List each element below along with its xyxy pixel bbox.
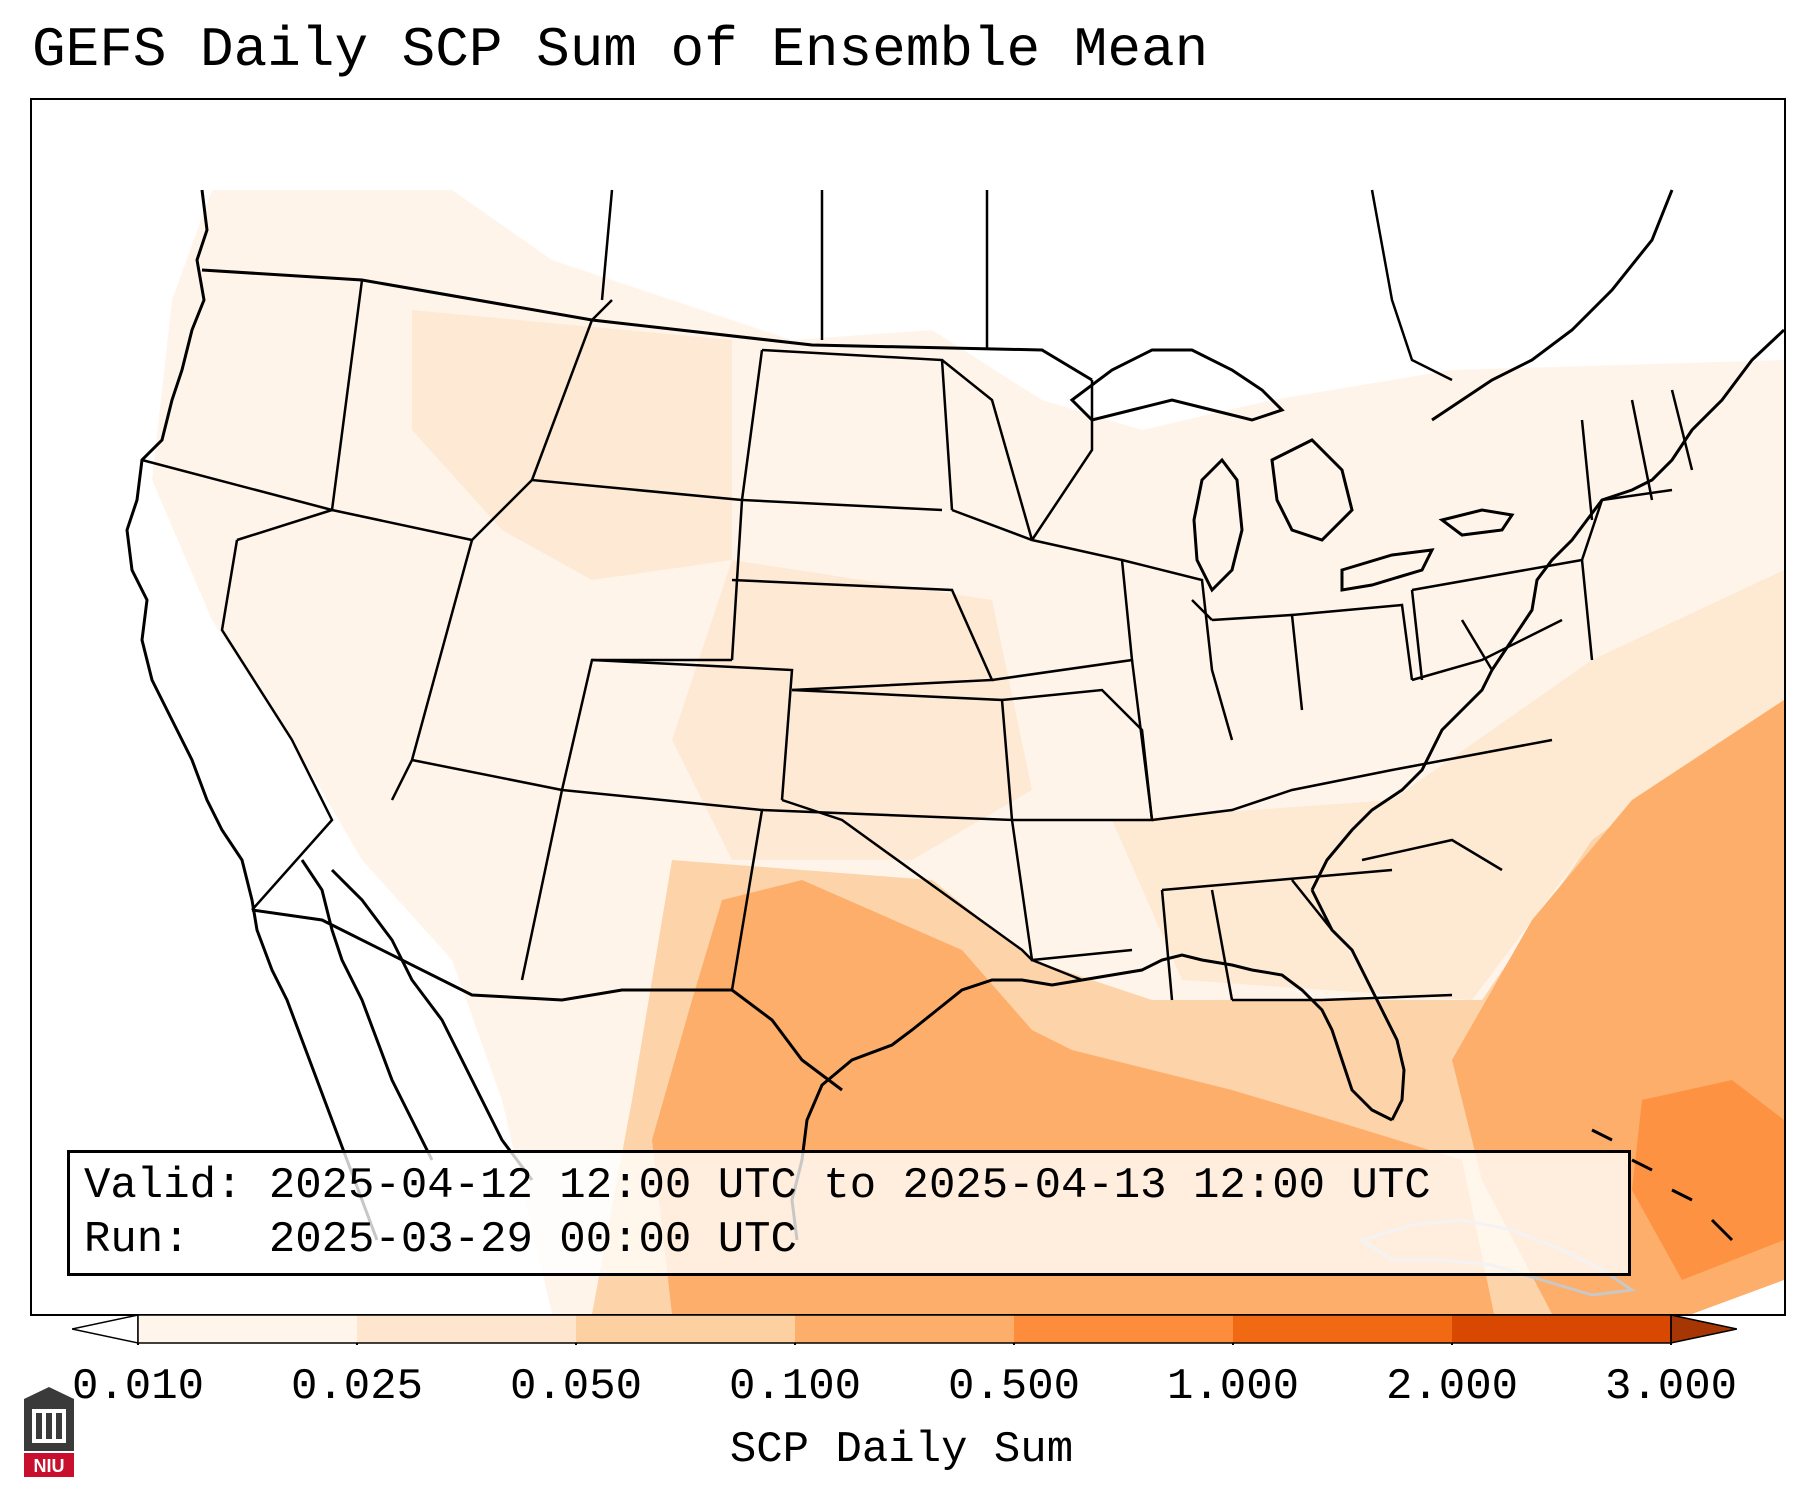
light-shading-northwest [412, 310, 732, 580]
run-line: Run: 2025-03-29 00:00 UTC [84, 1215, 797, 1265]
state-border [1361, 838, 1503, 872]
colorbar-tick-label: 3.000 [1604, 1362, 1738, 1412]
light-shading-southeast [1112, 570, 1784, 1000]
colorbar-segment [795, 1315, 1015, 1343]
scp-map [125, 189, 1784, 1314]
mexico-west-coastline [330, 868, 534, 1181]
state-border [1121, 558, 1234, 741]
state-borders [141, 279, 1694, 1002]
map-title: GEFS Daily SCP Sum of Ensemble Mean [32, 18, 1209, 82]
colorbar-tick-label: 0.010 [71, 1362, 205, 1412]
state-border [1411, 618, 1563, 682]
colorbar [72, 1314, 1737, 1345]
run-label: Run: [84, 1215, 190, 1265]
state-border [1291, 879, 1333, 931]
valid-run-info-box: Valid: 2025-04-12 12:00 UTC to 2025-04-1… [67, 1150, 1631, 1276]
state-border [1210, 889, 1234, 1001]
logo-text: NIU [34, 1456, 65, 1476]
state-border [1460, 619, 1494, 671]
state-border [1291, 603, 1414, 681]
state-border [1410, 589, 1424, 681]
us-mexico-border [251, 908, 843, 1092]
colorbar-segment [576, 1315, 796, 1343]
colorbar-tick-label: 0.050 [509, 1362, 643, 1412]
state-border [1160, 889, 1174, 1001]
state-border [1580, 419, 1594, 521]
lake-erie [1340, 548, 1435, 592]
colorbar-tick-label: 0.100 [728, 1362, 862, 1412]
colorbar-tick-label: 1.000 [1166, 1362, 1300, 1412]
colorbar-segment [1452, 1315, 1672, 1343]
colorbar-min-extension [72, 1314, 139, 1344]
lake-ontario [1438, 508, 1515, 537]
colorbar-label: SCP Daily Sum [729, 1425, 1074, 1475]
northeast-coastline [1431, 189, 1674, 422]
us-canada-border [201, 268, 1093, 382]
colorbar-segment [1014, 1315, 1234, 1343]
east-coastline [1310, 328, 1784, 891]
colorbar-tick-label: 0.025 [290, 1362, 424, 1412]
lake-huron [1270, 438, 1354, 542]
state-border [781, 798, 1033, 961]
state-border [591, 658, 794, 801]
coastlines [125, 189, 1784, 1297]
strong-shading-caribbean [1632, 1080, 1784, 1280]
bahamas-islands [1591, 1128, 1734, 1242]
state-border [1630, 399, 1654, 501]
state-border [740, 349, 943, 512]
colorbar-outline [137, 1314, 1672, 1344]
baja-coastline [300, 859, 434, 1161]
province-borders [600, 189, 1453, 382]
valid-value: 2025-04-12 12:00 UTC to 2025-04-13 12:00… [268, 1161, 1431, 1211]
niu-logo: NIU [24, 1387, 74, 1477]
state-border [220, 539, 334, 911]
state-border [530, 299, 613, 481]
light-shading-plains [672, 560, 1032, 860]
west-coastline [125, 189, 379, 1241]
state-border [1031, 958, 1083, 982]
lake-michigan [1192, 457, 1244, 593]
state-border [1232, 993, 1453, 1002]
run-value: 2025-03-29 00:00 UTC [268, 1215, 797, 1265]
offshore-blank [1692, 1280, 1784, 1314]
colorbar-max-extension [1670, 1314, 1737, 1344]
state-border [1030, 380, 1094, 541]
state-border [1670, 389, 1694, 471]
gulf-coastline [790, 953, 1393, 1241]
state-border [331, 508, 473, 542]
lake-superior [1069, 348, 1285, 422]
state-border [941, 359, 1034, 541]
valid-label: Valid: [84, 1161, 243, 1211]
national-borders [201, 268, 1093, 1092]
state-border [1130, 659, 1154, 821]
state-border [761, 688, 1014, 822]
state-border [1161, 868, 1393, 892]
colorbar-tick-label: 0.500 [947, 1362, 1081, 1412]
florida-coastline [1310, 889, 1406, 1121]
state-border [1191, 599, 1213, 621]
state-border [236, 508, 333, 542]
state-border [731, 578, 994, 692]
valid-line: Valid: 2025-04-12 12:00 UTC to 2025-04-1… [84, 1161, 1431, 1211]
province-border [600, 189, 614, 301]
state-border [520, 789, 564, 981]
colorbar-tick-label: 2.000 [1385, 1362, 1519, 1412]
colorbar-segment [357, 1315, 577, 1343]
state-border [411, 658, 732, 792]
map-panel [30, 98, 1786, 1316]
scp-shading [152, 190, 1784, 1314]
province-border [1370, 189, 1453, 382]
state-border [1151, 738, 1553, 822]
state-border [1580, 488, 1673, 561]
colorbar-segment [138, 1315, 358, 1343]
colorbar-segment [1233, 1315, 1453, 1343]
